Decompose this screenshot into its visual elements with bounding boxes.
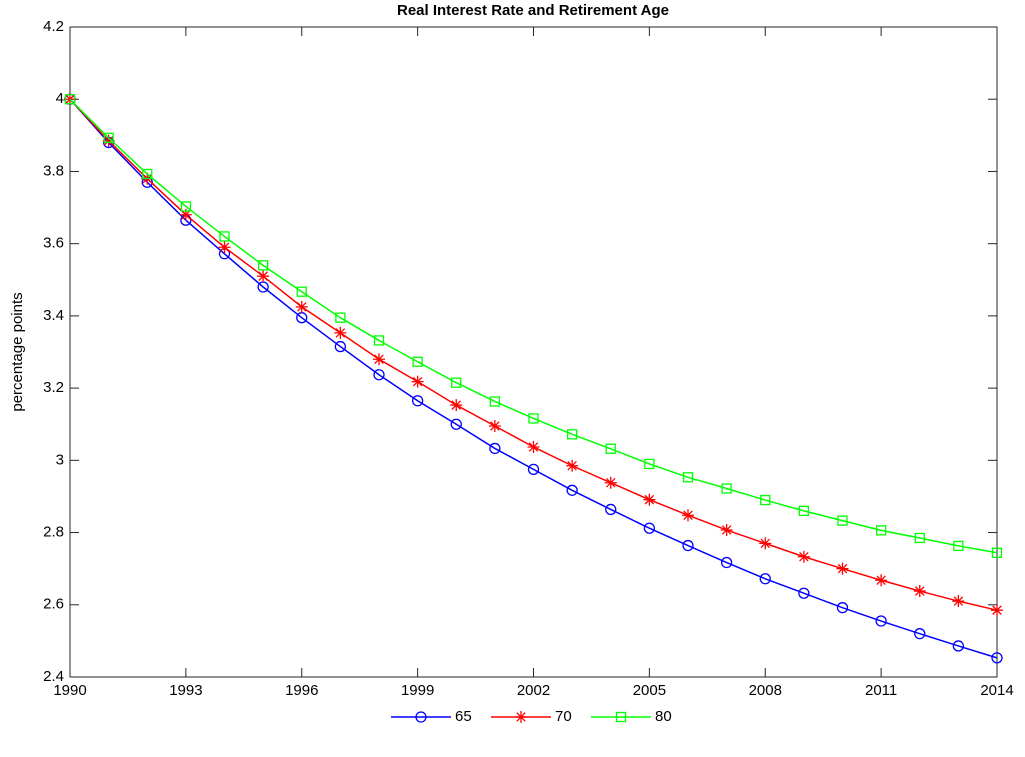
x-tick-label: 2011 (865, 682, 897, 699)
marker (643, 522, 656, 534)
marker (257, 270, 270, 283)
marker (451, 377, 462, 388)
legend-marker (615, 711, 627, 723)
x-tick-label: 2005 (633, 682, 666, 699)
marker (528, 413, 539, 424)
x-tick-label: 1996 (285, 682, 318, 699)
y-tick-label: 2.6 (43, 596, 64, 613)
marker (411, 395, 424, 407)
marker (527, 440, 540, 453)
marker (566, 459, 579, 472)
x-tick-label: 2002 (517, 682, 550, 699)
marker (952, 595, 965, 608)
marker (798, 505, 810, 517)
marker (914, 532, 925, 544)
marker (760, 494, 771, 506)
marker (450, 418, 462, 430)
series-line (69, 98, 998, 659)
marker (412, 356, 423, 367)
marker (566, 484, 578, 496)
y-tick-label: 2.4 (43, 668, 64, 685)
marker (604, 476, 617, 489)
marker (527, 463, 540, 476)
x-tick-label: 2008 (749, 682, 782, 699)
marker (720, 524, 733, 537)
x-tick-label: 1990 (53, 682, 86, 699)
marker (605, 503, 617, 516)
marker (953, 540, 964, 552)
marker (837, 515, 848, 526)
marker (373, 369, 385, 381)
legend-label: 65 (455, 708, 472, 725)
marker (219, 231, 230, 242)
marker (566, 429, 578, 440)
marker (488, 420, 501, 433)
marker (373, 353, 385, 366)
marker (914, 628, 926, 640)
marker (218, 241, 231, 254)
y-tick-label: 3 (56, 451, 64, 468)
marker (836, 602, 849, 614)
marker (797, 550, 810, 563)
marker (64, 94, 76, 105)
marker (798, 587, 810, 599)
marker (296, 286, 307, 297)
legend-label: 70 (555, 708, 572, 725)
x-tick-label: 1993 (169, 682, 202, 699)
series-line (69, 98, 998, 554)
marker (875, 525, 887, 536)
marker (721, 483, 732, 494)
marker (605, 443, 616, 454)
marker (952, 640, 965, 652)
marker (489, 442, 501, 455)
chart-title: Real Interest Rate and Retirement Age (397, 2, 669, 19)
marker (103, 132, 114, 144)
marker (257, 260, 269, 271)
marker (64, 93, 76, 106)
marker (644, 458, 655, 470)
marker (682, 472, 694, 483)
y-tick-label: 2.8 (43, 524, 64, 541)
marker (991, 547, 1003, 558)
marker (643, 493, 656, 506)
x-tick-label: 1999 (401, 682, 434, 699)
marker (720, 556, 733, 569)
plot-frame (69, 26, 998, 678)
marker (180, 201, 192, 212)
series-line (69, 98, 998, 611)
legend-marker (415, 711, 427, 723)
x-tick-label: 2014 (980, 682, 1013, 699)
marker (102, 134, 115, 147)
marker (373, 335, 385, 346)
y-axis-label: percentage points (9, 292, 26, 411)
legend-label: 80 (655, 708, 672, 725)
marker (411, 375, 424, 388)
marker (335, 312, 346, 323)
legend-marker (515, 711, 527, 723)
marker (682, 509, 694, 522)
y-tick-label: 4.2 (43, 18, 64, 35)
y-tick-label: 4 (56, 90, 64, 107)
marker (759, 573, 771, 585)
marker (991, 652, 1003, 664)
marker (489, 396, 501, 407)
marker (682, 539, 694, 552)
marker (179, 208, 192, 221)
marker (875, 615, 887, 627)
marker (142, 168, 153, 180)
marker (295, 300, 308, 313)
marker (913, 585, 926, 598)
marker (991, 604, 1003, 617)
marker (450, 399, 463, 412)
y-tick-label: 3.6 (43, 235, 64, 252)
marker (759, 537, 772, 550)
y-tick-label: 3.2 (43, 379, 64, 396)
y-tick-label: 3.8 (43, 162, 64, 179)
y-tick-label: 3.4 (43, 307, 64, 324)
marker (875, 574, 888, 587)
marker (334, 326, 347, 339)
marker (334, 340, 347, 353)
marker (836, 562, 849, 575)
